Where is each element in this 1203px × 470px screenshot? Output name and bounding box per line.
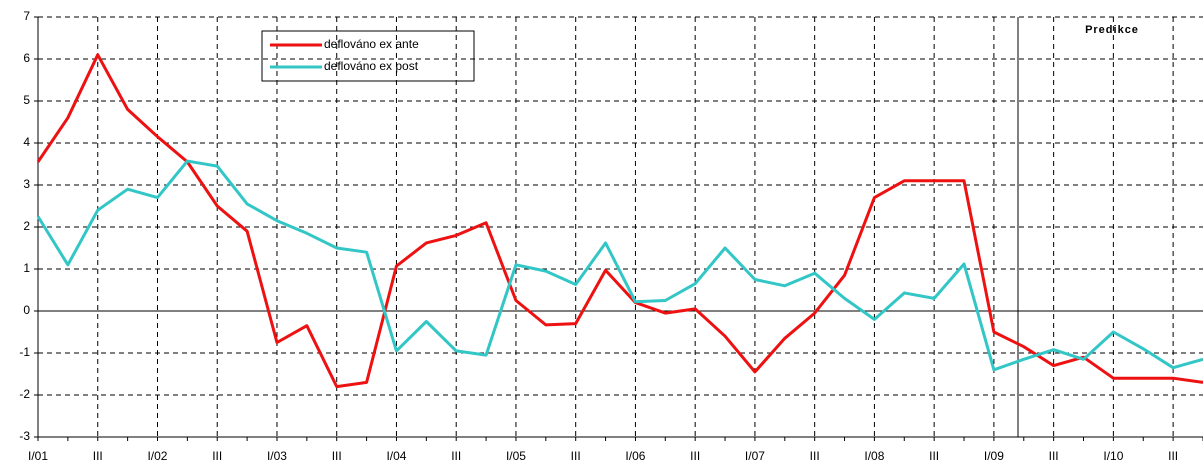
x-tick-label: I/01 [28, 449, 48, 463]
y-tick-label: 3 [23, 177, 30, 191]
x-tick-label: III [332, 449, 342, 463]
y-tick-label: 1 [23, 261, 30, 275]
series-line [36, 159, 1203, 372]
legend-label: deflováno ex ante [324, 37, 419, 51]
x-tick-label: III [212, 449, 222, 463]
x-tick-label: III [1049, 449, 1059, 463]
y-tick-label: 6 [23, 51, 30, 65]
x-tick-label: I/09 [984, 449, 1004, 463]
x-tick-label: I/06 [625, 449, 645, 463]
x-tick-label: III [93, 449, 103, 463]
x-tick-label: I/04 [386, 449, 406, 463]
x-tick-label: III [1168, 449, 1178, 463]
x-tick-label: III [571, 449, 581, 463]
y-tick-label: 5 [23, 93, 30, 107]
y-tick-label: 4 [23, 135, 30, 149]
x-tick-label: I/05 [506, 449, 526, 463]
prediction-label: Predikce [1085, 24, 1139, 36]
x-tick-label: I/10 [1103, 449, 1123, 463]
x-tick-label: I/02 [147, 449, 167, 463]
y-tick-label: 7 [23, 9, 30, 23]
x-tick-label: III [690, 449, 700, 463]
legend-box [261, 30, 475, 82]
x-tick-label: III [451, 449, 461, 463]
x-tick-label: III [810, 449, 820, 463]
x-tick-label: III [929, 449, 939, 463]
x-tick-label: I/03 [267, 449, 287, 463]
x-tick-label: I/07 [745, 449, 765, 463]
x-tick-label: I/08 [864, 449, 884, 463]
y-tick-label: -2 [19, 387, 30, 401]
y-tick-label: 0 [23, 303, 30, 317]
y-tick-label: -1 [19, 345, 30, 359]
legend-label: deflováno ex post [324, 59, 419, 73]
y-tick-label: -3 [19, 429, 30, 443]
series-line [36, 53, 1203, 389]
y-tick-label: 2 [23, 219, 30, 233]
